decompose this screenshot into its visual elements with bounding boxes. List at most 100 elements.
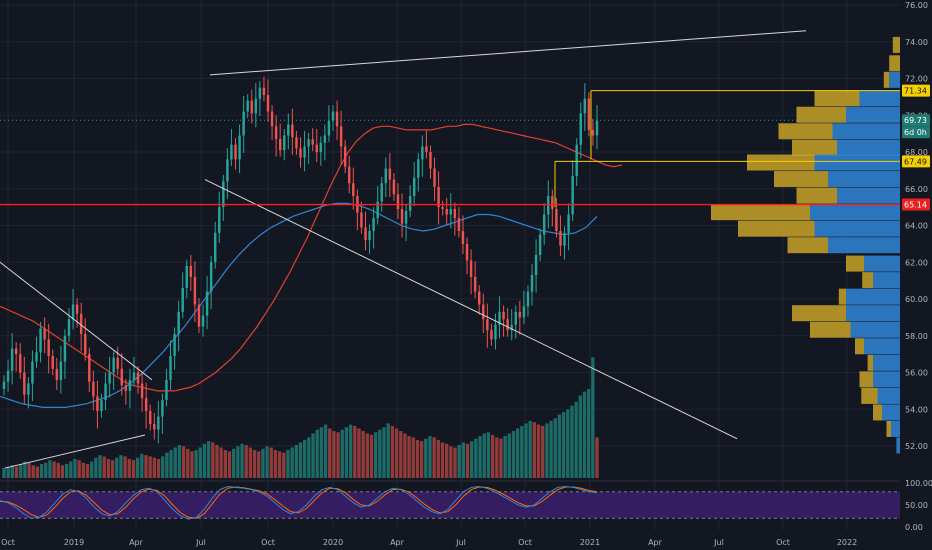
candle-body: [295, 137, 298, 149]
volume-bar: [106, 458, 111, 478]
vp-up-segment: [864, 338, 900, 355]
volume-bar: [294, 444, 298, 478]
volume-bar: [323, 424, 328, 478]
volume-bar: [511, 431, 516, 478]
candle-body: [437, 186, 440, 208]
volume-bar: [140, 453, 144, 478]
volume-bar: [532, 422, 537, 478]
vp-down-segment: [846, 255, 864, 272]
candle-body: [218, 207, 221, 233]
price-tick-label: 58.00: [905, 332, 928, 341]
volume-bar: [390, 425, 395, 478]
candle-body: [368, 231, 371, 241]
volume-bar: [582, 391, 587, 478]
volume-bar: [436, 439, 440, 478]
volume-bar: [123, 456, 127, 478]
volume-bar: [557, 414, 562, 478]
volume-bar: [102, 456, 106, 478]
time-tick-label: Apr: [129, 538, 144, 547]
volume-bar: [211, 442, 215, 478]
candle-body: [392, 179, 396, 195]
volume-bar: [340, 429, 344, 478]
volume-bar: [307, 437, 311, 478]
candle-body: [31, 361, 34, 384]
volume-bar: [90, 461, 94, 478]
candle-body: [449, 208, 452, 215]
candle-body: [35, 352, 38, 362]
candle-body: [323, 135, 327, 143]
candle-body: [181, 287, 184, 312]
candle-body: [307, 139, 310, 147]
volume-bar: [353, 425, 357, 478]
candle-body: [291, 124, 294, 138]
vp-down-segment: [889, 55, 900, 72]
vp-down-segment: [873, 404, 882, 421]
candle-body: [254, 98, 258, 114]
volume-bar: [6, 466, 10, 478]
volume-bar: [378, 429, 382, 478]
candle-body: [518, 311, 522, 318]
volume-bar: [486, 432, 491, 478]
volume-bar: [194, 450, 198, 478]
volume-bar: [186, 448, 190, 478]
volume-bar: [482, 433, 486, 478]
vp-down-segment: [838, 288, 846, 305]
volume-bar: [457, 444, 461, 478]
vp-up-segment: [850, 321, 900, 338]
volume-bar: [252, 450, 257, 478]
time-axis[interactable]: Oct 2019 Apr Jul Oct 2020 Apr Jul Oct 2021 Apr Jul O…: [0, 531, 932, 550]
volume-bar: [394, 428, 399, 478]
ma-fast-line: [0, 202, 598, 408]
price-axis[interactable]: 76.0074.0072.0070.0068.0066.0064.0062.00…: [900, 0, 932, 550]
volume-bar: [206, 441, 211, 478]
candle-body: [173, 333, 176, 356]
volume-bar: [69, 461, 73, 478]
volume-bar: [248, 447, 253, 478]
vp-down-segment: [859, 371, 873, 388]
volume-bar: [240, 443, 244, 478]
candle-body: [477, 291, 481, 305]
vp-up-segment: [877, 387, 900, 404]
candle-body: [343, 146, 347, 167]
countdown-label-bg: [902, 126, 930, 139]
upper-level-label-bg: [902, 84, 930, 97]
ma-slow-line: [0, 123, 623, 392]
vp-up-segment: [814, 154, 900, 171]
volume-bar: [499, 438, 503, 478]
candle-body: [413, 177, 416, 197]
volume-bar: [48, 460, 52, 478]
price-tick-label: 62.00: [905, 258, 928, 267]
volume-bar: [181, 446, 186, 478]
candle-body: [421, 146, 424, 160]
candle-body: [193, 276, 197, 305]
volume-bar: [373, 432, 378, 478]
time-tick-label: 2019: [64, 538, 84, 547]
candle-body: [120, 368, 124, 386]
volume-bar: [553, 418, 557, 478]
candle-body: [445, 208, 448, 215]
candle-body: [39, 328, 42, 353]
vp-down-segment: [814, 90, 860, 107]
volume-bar: [424, 438, 428, 478]
candle-body: [47, 339, 50, 356]
candle-body: [128, 379, 132, 391]
time-tick-label: Oct: [1, 538, 15, 547]
oscillator-tick-label: 0.00: [905, 523, 923, 532]
volume-bar: [244, 444, 248, 478]
volume-bar: [490, 434, 495, 478]
volume-bar: [148, 456, 152, 478]
resistance-trendline: [209, 30, 807, 76]
vp-down-segment: [861, 387, 878, 404]
vp-up-segment: [828, 171, 900, 188]
candle-body: [144, 398, 148, 412]
volume-bar: [94, 457, 98, 478]
volume-bar: [14, 466, 19, 478]
volume-bar: [2, 467, 6, 478]
volume-bar: [215, 444, 219, 478]
candle-body: [514, 311, 517, 325]
candle-body: [542, 214, 546, 235]
volume-bar: [336, 432, 340, 478]
descending-trendline: [204, 179, 738, 440]
vp-up-segment: [837, 187, 900, 204]
